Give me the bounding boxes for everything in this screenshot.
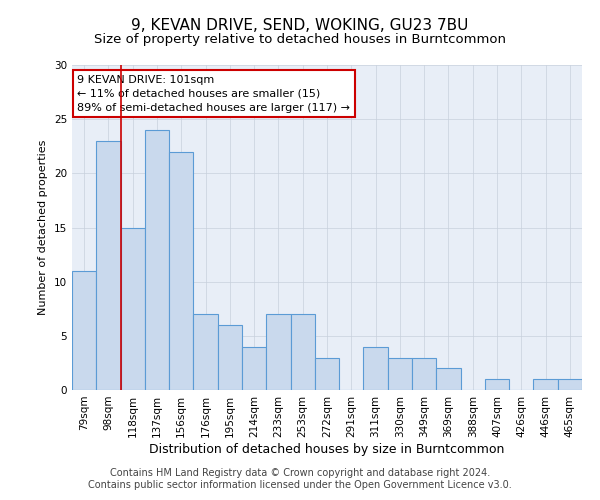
Text: Size of property relative to detached houses in Burntcommon: Size of property relative to detached ho… [94, 32, 506, 46]
Text: Contains public sector information licensed under the Open Government Licence v3: Contains public sector information licen… [88, 480, 512, 490]
Bar [412, 358, 436, 390]
Text: Contains HM Land Registry data © Crown copyright and database right 2024.: Contains HM Land Registry data © Crown c… [110, 468, 490, 477]
Bar [315, 358, 339, 390]
Bar [558, 379, 582, 390]
Bar [485, 379, 509, 390]
Text: 9 KEVAN DRIVE: 101sqm
← 11% of detached houses are smaller (15)
89% of semi-deta: 9 KEVAN DRIVE: 101sqm ← 11% of detached … [77, 74, 350, 113]
Bar [436, 368, 461, 390]
Bar [169, 152, 193, 390]
Bar [242, 346, 266, 390]
Bar [193, 314, 218, 390]
Bar [72, 271, 96, 390]
Bar [388, 358, 412, 390]
Bar [96, 141, 121, 390]
Bar [266, 314, 290, 390]
Bar [290, 314, 315, 390]
Bar [218, 325, 242, 390]
Bar [533, 379, 558, 390]
Bar [145, 130, 169, 390]
Bar [121, 228, 145, 390]
X-axis label: Distribution of detached houses by size in Burntcommon: Distribution of detached houses by size … [149, 442, 505, 456]
Y-axis label: Number of detached properties: Number of detached properties [38, 140, 49, 315]
Text: 9, KEVAN DRIVE, SEND, WOKING, GU23 7BU: 9, KEVAN DRIVE, SEND, WOKING, GU23 7BU [131, 18, 469, 32]
Bar [364, 346, 388, 390]
